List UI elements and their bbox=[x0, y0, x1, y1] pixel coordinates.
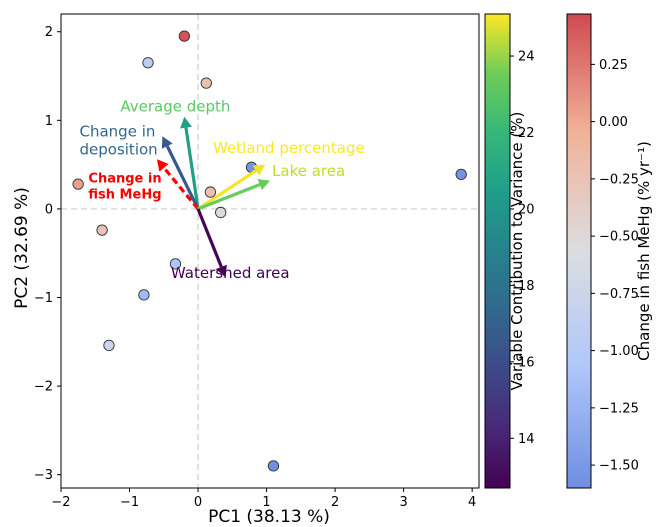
data-point bbox=[139, 290, 149, 300]
loading-label-line: deposition bbox=[80, 140, 158, 158]
colorbar-tick-label: −1.25 bbox=[599, 401, 639, 416]
colorbar-gradient bbox=[567, 14, 591, 488]
data-point bbox=[179, 31, 189, 41]
y-axis-title: PC2 (32.69 %) bbox=[12, 187, 32, 309]
loading-label: Change in deposition bbox=[80, 122, 158, 158]
colorbar-tick-label: −0.50 bbox=[599, 230, 639, 245]
x-tick-label: 3 bbox=[399, 495, 407, 510]
loading-label-line: Lake area bbox=[272, 162, 345, 180]
y-tick-label: 2 bbox=[45, 25, 53, 40]
colorbar-tick-label: 0.00 bbox=[599, 115, 628, 130]
loading-label-line: Wetland percentage bbox=[213, 139, 365, 157]
colorbar-tick-label: −1.50 bbox=[599, 459, 639, 474]
loading-label: Wetland percentage bbox=[213, 139, 365, 157]
loading-label: Average depth bbox=[120, 97, 230, 115]
x-tick-label: −2 bbox=[51, 495, 70, 510]
colorbar-tick-label: 24 bbox=[518, 50, 535, 65]
x-tick-label: −1 bbox=[120, 495, 139, 510]
contribution-colorbar-title: Variable Contribution to Variance (%) bbox=[508, 112, 526, 391]
loading-label-line: Change in bbox=[88, 171, 161, 186]
loading-label-line: Average depth bbox=[120, 97, 230, 115]
colorbar-tick-label: −0.25 bbox=[599, 172, 639, 187]
colorbar-tick-label: −0.75 bbox=[599, 287, 639, 302]
data-point bbox=[143, 58, 153, 68]
loading-label-line: fish MeHg bbox=[88, 187, 161, 202]
plot-background bbox=[61, 14, 479, 488]
x-tick-label: 4 bbox=[468, 495, 476, 510]
data-point bbox=[215, 207, 225, 217]
y-tick-label: −3 bbox=[34, 468, 53, 483]
y-tick-label: 1 bbox=[45, 114, 53, 129]
x-tick-label: 2 bbox=[331, 495, 339, 510]
y-tick-label: −2 bbox=[34, 380, 53, 395]
loading-label-line: Watershed area bbox=[171, 264, 290, 282]
colorbar-tick-label: 14 bbox=[518, 432, 535, 447]
data-point bbox=[456, 169, 466, 179]
data-point bbox=[268, 461, 278, 471]
data-point bbox=[104, 340, 114, 350]
y-tick-label: −1 bbox=[34, 291, 53, 306]
data-point bbox=[205, 187, 215, 197]
colorbar-gradient bbox=[485, 14, 510, 488]
colorbar-tick-label: 0.25 bbox=[599, 58, 628, 73]
x-axis-title: PC1 (38.13 %) bbox=[208, 507, 330, 527]
fish-mehg-colorbar-title: Change in fish MeHg (% yr⁻¹) bbox=[635, 141, 653, 361]
loading-label: Lake area bbox=[272, 162, 345, 180]
fish-mehg-colorbar: 0.25 0.00 −0.25 −0.50 −0.75 −1.00 −1.25 −1.50 bbox=[567, 14, 639, 488]
loading-label: Watershed area bbox=[171, 264, 290, 282]
x-tick-label: 0 bbox=[194, 495, 202, 510]
data-point bbox=[97, 225, 107, 235]
data-point bbox=[73, 179, 83, 189]
y-tick-label: 0 bbox=[45, 202, 53, 217]
loading-label: Change in fish MeHg bbox=[88, 171, 161, 202]
colorbar-tick-label: −1.00 bbox=[599, 344, 639, 359]
loading-label-line: Change in bbox=[80, 122, 156, 140]
plot-area bbox=[61, 14, 479, 488]
data-point bbox=[201, 78, 211, 88]
